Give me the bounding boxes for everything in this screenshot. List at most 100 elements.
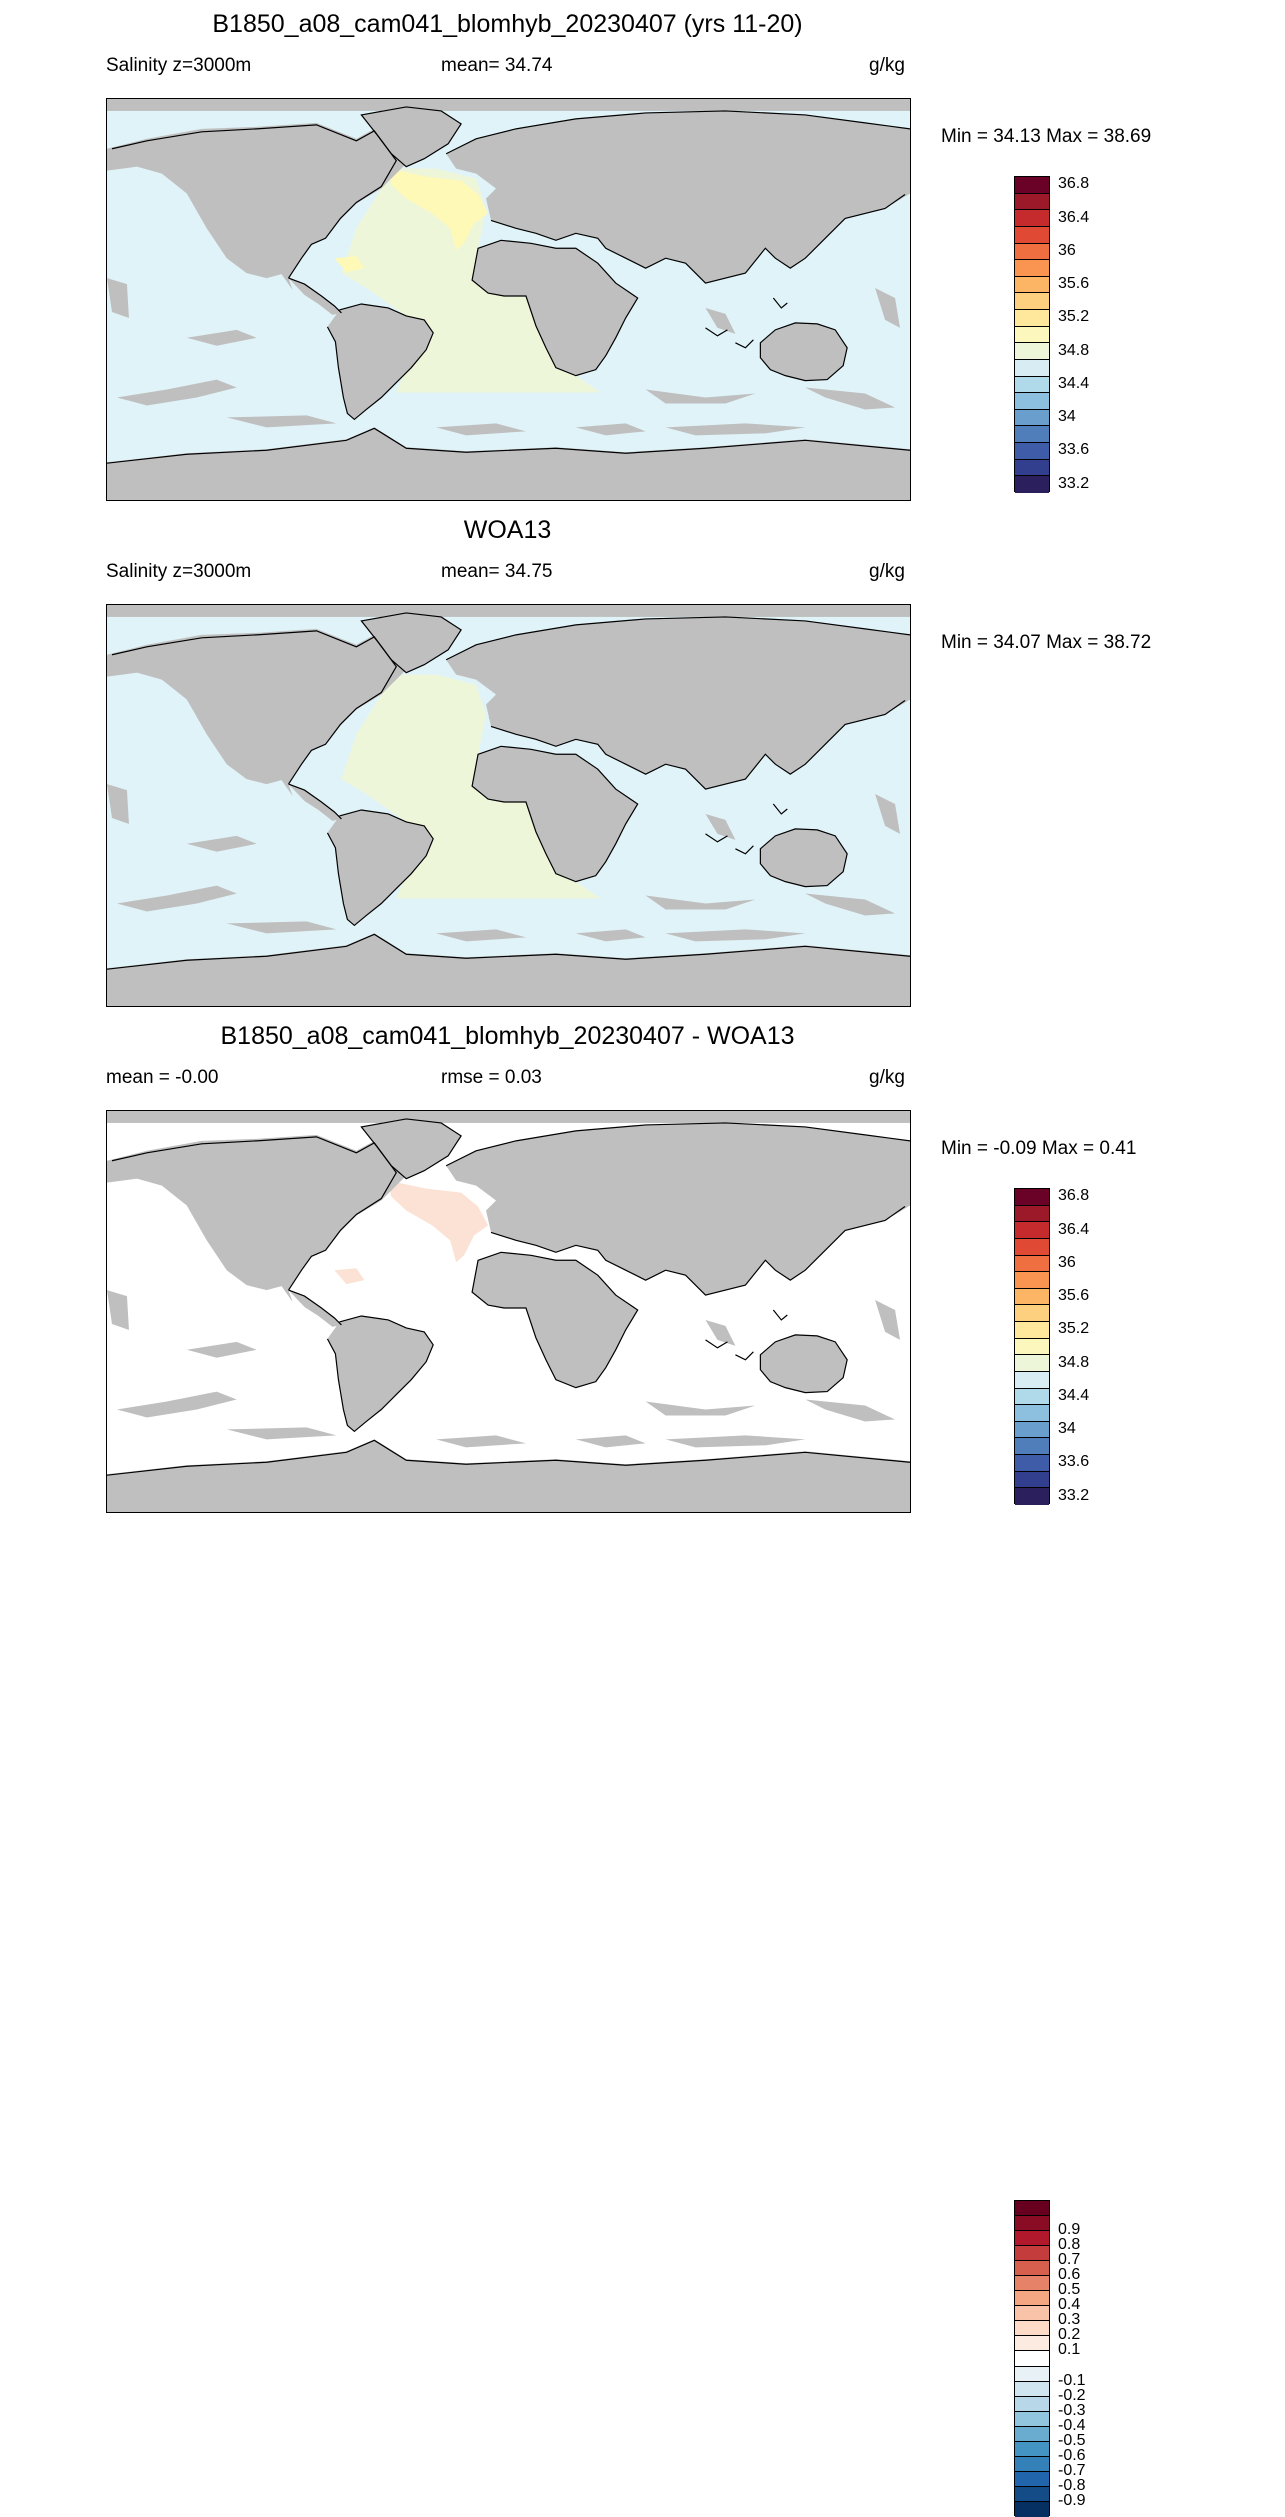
missing-data-patch xyxy=(665,423,806,436)
landmass-central-america xyxy=(288,278,342,315)
min-max-label: Min = 34.07 Max = 38.72 xyxy=(941,632,1152,653)
colorbar-swatch xyxy=(1015,409,1049,427)
landmass-north-america xyxy=(107,1134,407,1303)
landmass-australia xyxy=(760,1334,848,1393)
colorbar-swatch xyxy=(1015,1371,1049,1389)
coastline xyxy=(111,124,397,279)
coastline xyxy=(107,1439,910,1476)
colorbar-tick-label: 35.2 xyxy=(1058,1320,1090,1338)
colorbar-tick-label: 33.2 xyxy=(1058,1486,1090,1504)
arctic-missing-data xyxy=(107,605,910,617)
caribbean-high-salinity xyxy=(334,1268,365,1285)
coastline xyxy=(759,828,848,888)
coastline xyxy=(360,106,462,168)
coastline xyxy=(490,1206,906,1296)
colorbar-swatch xyxy=(1015,476,1049,493)
colorbar-swatch xyxy=(1015,1288,1049,1306)
colorbar-swatch xyxy=(1015,2486,1049,2502)
atlantic-salinity-region xyxy=(341,168,601,393)
map-plot xyxy=(106,98,911,501)
colorbar-swatch xyxy=(1015,459,1049,477)
coastline xyxy=(360,612,462,674)
colorbar-tick-label: 35.6 xyxy=(1058,1287,1090,1305)
coastline xyxy=(705,297,788,349)
colorbar-swatch xyxy=(1015,1189,1049,1206)
mean-label: mean = -0.00 xyxy=(106,1067,219,1088)
colorbar-swatch xyxy=(1015,210,1049,227)
colorbar-swatch xyxy=(1015,2246,1049,2262)
coastline xyxy=(471,1251,639,1389)
coastline xyxy=(111,1136,397,1291)
colorbar xyxy=(1014,1188,1050,1505)
colorbar-swatch xyxy=(1015,1205,1049,1223)
colorbar-swatch xyxy=(1015,2336,1049,2352)
missing-data-patch xyxy=(186,835,257,852)
colorbar-tick-label: 33.2 xyxy=(1058,474,1090,492)
missing-data-patch xyxy=(226,921,337,934)
coastline xyxy=(326,809,434,927)
colorbar-swatch xyxy=(1015,177,1049,194)
colorbar-swatch xyxy=(1015,2441,1049,2457)
colorbar-tick-label: 34.8 xyxy=(1058,341,1090,359)
missing-data-patch xyxy=(805,893,896,916)
arctic-missing-data xyxy=(107,1111,910,1123)
missing-data-patch xyxy=(436,929,526,942)
colorbar-swatch xyxy=(1015,2306,1049,2322)
panel-model: B1850_a08_cam041_blomhyb_20230407 (yrs 1… xyxy=(0,0,1285,506)
coastline xyxy=(705,803,788,855)
colorbar-tick-label: 0.9 xyxy=(1058,2221,1081,2239)
colorbar xyxy=(1014,176,1050,493)
coastline xyxy=(111,630,397,785)
landmass-south-america xyxy=(327,303,434,420)
colorbar-swatch xyxy=(1015,326,1049,344)
mean-label: mean= 34.74 xyxy=(441,55,553,76)
colorbar-swatch xyxy=(1015,226,1049,244)
missing-data-patch xyxy=(116,1391,237,1418)
landmass-central-america xyxy=(288,784,342,821)
colorbar-swatch xyxy=(1015,443,1049,460)
landmass-greenland xyxy=(361,1118,462,1179)
colorbar-swatch xyxy=(1015,2501,1049,2517)
missing-data-patch xyxy=(107,784,129,824)
coastline xyxy=(288,783,342,820)
coastline xyxy=(445,1122,910,1167)
missing-data-patch xyxy=(575,1435,646,1448)
colorbar-swatch xyxy=(1015,2231,1049,2247)
landmass-africa xyxy=(472,746,638,882)
coastline xyxy=(360,1118,462,1180)
colorbar-swatch xyxy=(1015,2276,1049,2292)
panel-title: WOA13 xyxy=(463,516,552,544)
colorbar-swatch xyxy=(1015,1471,1049,1489)
panel-observations: WOA13 Salinity z=3000m mean= 34.75 g/kg … xyxy=(0,506,1285,1505)
colorbar-swatch xyxy=(1015,1305,1049,1322)
landmass-australia xyxy=(760,322,848,381)
missing-data-patch xyxy=(665,929,806,942)
colorbar-tick-label: 36.4 xyxy=(1058,208,1090,226)
landmass-africa xyxy=(472,1252,638,1388)
colorbar-tick-label: 36.8 xyxy=(1058,175,1090,193)
panel-title: B1850_a08_cam041_blomhyb_20230407 (yrs 1… xyxy=(212,10,803,38)
colorbar-swatch xyxy=(1015,243,1049,261)
missing-data-patch xyxy=(116,379,237,406)
colorbar-swatch xyxy=(1015,1405,1049,1422)
colorbar-tick-label: 36.4 xyxy=(1058,1220,1090,1238)
colorbar-swatch xyxy=(1015,1222,1049,1239)
landmass-south-america xyxy=(327,1315,434,1432)
colorbar-tick-label: 34 xyxy=(1058,1420,1076,1438)
colorbar-swatch xyxy=(1015,276,1049,294)
colorbar-swatch xyxy=(1015,2381,1049,2397)
landmass-eurasia xyxy=(446,1122,910,1296)
north-atlantic-high-salinity xyxy=(388,1180,489,1263)
coastline xyxy=(107,933,910,970)
missing-data-patch xyxy=(107,1290,129,1330)
landmass-africa xyxy=(472,240,638,376)
colorbar-swatch xyxy=(1015,376,1049,394)
colorbar-swatch xyxy=(1015,2426,1049,2442)
colorbar-swatch xyxy=(1015,359,1049,377)
colorbar-swatch xyxy=(1015,1322,1049,1339)
missing-data-patch xyxy=(436,1435,526,1448)
missing-data-patch xyxy=(436,423,526,436)
colorbar-swatch xyxy=(1015,393,1049,410)
missing-data-patch xyxy=(805,1399,896,1422)
colorbar-tick-label: 34.4 xyxy=(1058,1386,1090,1404)
